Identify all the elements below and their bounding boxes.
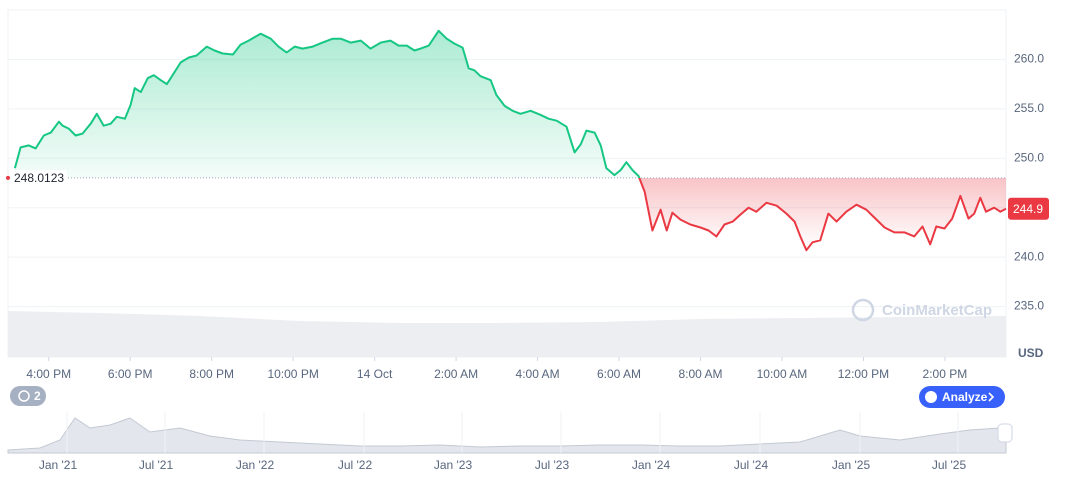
x-tick-label: 12:00 PM <box>838 367 889 381</box>
analyze-button[interactable]: Analyze <box>919 386 1005 408</box>
baseline-dot <box>6 175 10 180</box>
watermark-text: CoinMarketCap <box>882 302 992 319</box>
navigator-label: Jul '24 <box>734 458 769 472</box>
navigator-label: Jul '25 <box>932 458 967 472</box>
navigator-label: Jan '21 <box>39 458 78 472</box>
x-tick-label: 4:00 PM <box>26 367 71 381</box>
navigator-label: Jul '23 <box>535 458 570 472</box>
baseline-label-bg <box>11 169 67 186</box>
navigator-label: Jul '21 <box>139 458 174 472</box>
current-price-label: 244.9 <box>1013 202 1043 216</box>
analyze-button-bg[interactable] <box>919 386 1005 408</box>
analyze-icon <box>925 391 937 403</box>
y-tick-label: 240.0 <box>1014 249 1044 263</box>
navigator <box>7 417 1013 454</box>
x-tick-label: 2:00 AM <box>434 367 478 381</box>
x-tick-label: 10:00 AM <box>757 367 808 381</box>
watermark: CoinMarketCap <box>851 298 992 322</box>
y-unit: USD <box>1018 346 1044 360</box>
navigator-label: Jan '25 <box>832 458 871 472</box>
navigator-handle[interactable] <box>997 423 1013 443</box>
baseline-label: 248.0123 <box>14 171 64 185</box>
current-price-tag <box>1008 197 1049 220</box>
x-tick-label: 6:00 AM <box>597 367 641 381</box>
history-count[interactable]: 2 <box>34 389 41 403</box>
x-tick-label: 14 Oct <box>357 367 393 381</box>
history-badge-bg[interactable] <box>10 386 46 406</box>
history-icon <box>18 390 30 402</box>
history-badge[interactable]: 2 <box>10 386 46 406</box>
price-line <box>13 29 1007 252</box>
x-tick-label: 8:00 AM <box>678 367 722 381</box>
y-tick-label: 235.0 <box>1014 299 1044 313</box>
analyze-chevron <box>988 392 995 402</box>
y-tick-label: 260.0 <box>1014 52 1044 66</box>
y-tick-label: 250.0 <box>1014 150 1044 164</box>
navigator-label: Jan '23 <box>434 458 473 472</box>
x-tick-label: 6:00 PM <box>108 367 153 381</box>
plot-layer: 235.0 240.0 250.0 255.0 260.0 4:00 PM 6:00 PM 8… <box>6 29 1049 381</box>
volume-area <box>8 311 1006 357</box>
x-tick-label: 2:00 PM <box>923 367 968 381</box>
y-tick-label: 255.0 <box>1014 101 1044 115</box>
x-tick-label: 10:00 PM <box>267 367 318 381</box>
price-area <box>14 30 1006 251</box>
x-tick-label: 8:00 PM <box>189 367 234 381</box>
analyze-label[interactable]: Analyze <box>942 390 988 404</box>
x-tick-label: 4:00 AM <box>516 367 560 381</box>
watermark-logo <box>851 298 875 322</box>
navigator-label: Jan '24 <box>632 458 671 472</box>
navigator-label: Jul '22 <box>338 458 373 472</box>
navigator-area <box>7 417 1007 454</box>
navigator-label: Jan '22 <box>236 458 275 472</box>
